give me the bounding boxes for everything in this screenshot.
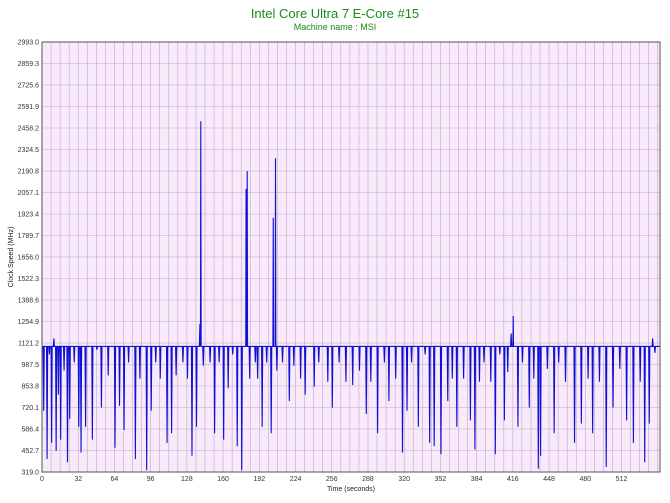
x-tick-label: 288 [362,476,374,483]
chart-title: Intel Core Ultra 7 E-Core #15 [250,6,420,21]
x-tick-label: 192 [253,476,265,483]
x-tick-label: 512 [616,476,628,483]
y-tick-label: 1254.9 [18,319,40,326]
x-tick-label: 320 [398,476,410,483]
y-tick-label: 2859.3 [18,61,40,68]
y-tick-label: 2324.5 [18,147,40,154]
series-line [42,121,660,471]
x-axis-label: Time (seconds) [327,486,375,493]
x-tick-label: 416 [507,476,519,483]
x-tick-label: 32 [74,476,82,483]
y-axis-ticks: 319.0 452.7 586.4 720.1 853.8 987.5 1121.2 1254… [18,40,40,477]
y-tick-label: 853.8 [21,384,39,391]
x-tick-label: 352 [435,476,447,483]
y-tick-label: 2458.2 [18,126,40,133]
x-tick-label: 224 [290,476,302,483]
y-tick-label: 1656.0 [18,255,40,262]
y-tick-label: 2993.0 [18,40,40,47]
y-axis-label: Clock Speed (MHz) [8,227,15,288]
y-tick-label: 1121.2 [18,341,39,348]
plot-border [41,41,661,473]
x-tick-label: 480 [579,476,591,483]
y-tick-label: 2190.8 [18,169,40,176]
y-tick-label: 586.4 [21,427,39,434]
y-tick-label: 1923.4 [18,212,40,219]
x-tick-label: 160 [217,476,229,483]
y-tick-label: 452.7 [21,448,39,455]
y-tick-label: 1789.7 [18,233,40,240]
x-tick-label: 96 [147,476,155,483]
y-tick-label: 2057.1 [18,190,40,197]
y-tick-label: 1388.6 [18,298,40,305]
x-tick-label: 256 [326,476,338,483]
x-axis-ticks: 0 32 64 96 128 160 192 224 256 288 320 352 384 416 448… [40,476,627,483]
chart-subtitle: Machine name : MSI [293,22,377,32]
x-tick-label: 0 [40,476,44,483]
y-tick-label: 2591.9 [18,104,40,111]
x-tick-label: 64 [111,476,119,483]
x-tick-label: 128 [181,476,193,483]
y-tick-label: 1522.3 [18,276,40,283]
x-tick-label: 384 [471,476,483,483]
y-tick-label: 987.5 [21,362,39,369]
y-tick-label: 2725.6 [18,83,40,90]
y-tick-label: 720.1 [21,405,39,412]
y-tick-label: 319.0 [21,470,39,477]
x-tick-label: 448 [543,476,555,483]
